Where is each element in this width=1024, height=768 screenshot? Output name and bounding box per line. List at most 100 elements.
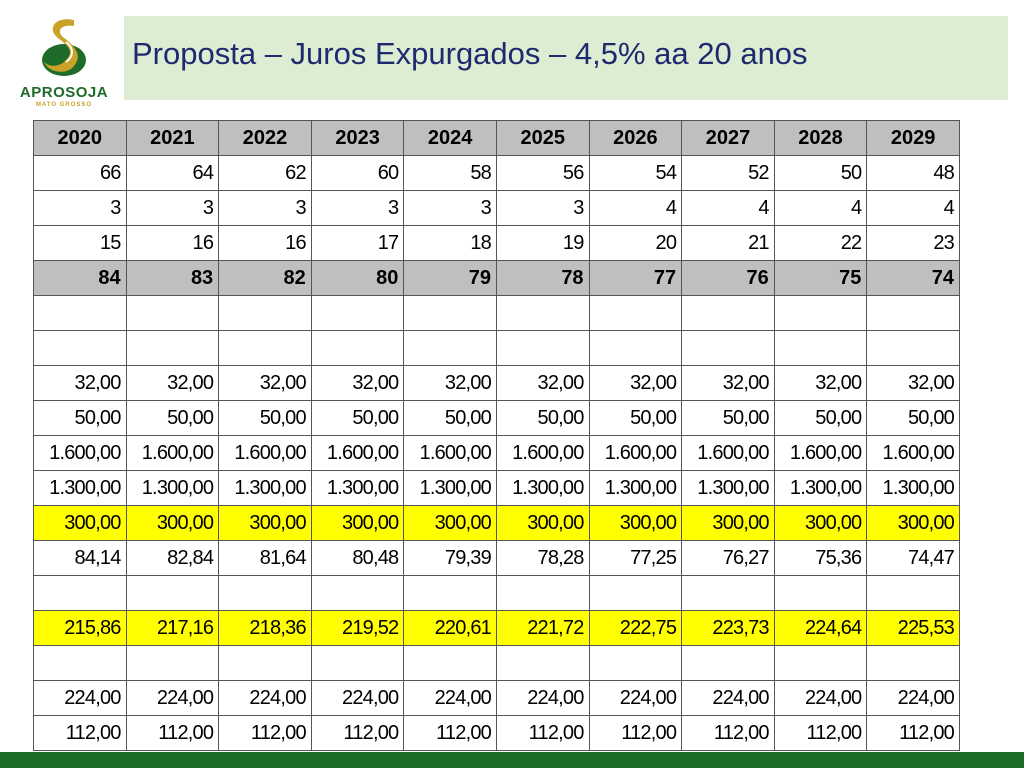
table-cell: 84 [33,260,127,296]
table-cell: 1.600,00 [125,435,220,471]
table-cell: 50,00 [403,400,497,436]
table-cell: 15 [33,225,127,261]
table-cell: 4 [773,190,868,226]
table-cell: 18 [403,225,497,261]
table-cell: 80 [310,260,405,296]
table-cell: 74,47 [866,540,960,576]
table-cell: 300,00 [588,505,683,541]
table-cell [125,575,220,611]
table-cell [495,330,590,366]
table-cell: 32,00 [866,365,960,401]
table-cell: 112,00 [403,715,497,751]
table-cell: 16 [218,225,312,261]
projection-table: 2020 2021 2022 2023 2024 2025 2026 2027 2028 2029… [33,120,960,751]
table-cell [495,645,590,681]
table-cell: 16 [125,225,220,261]
table-cell: 3 [310,190,405,226]
table-cell [218,575,312,611]
table-row: 224,00 224,00 224,00 224,00 224,00 224,00 224,… [33,680,960,716]
year-header: 2022 [218,120,312,156]
table-row: 1.600,00 1.600,00 1.600,00 1.600,00 1.600,00… [33,435,960,471]
table-cell: 1.600,00 [218,435,312,471]
table-cell: 224,00 [218,680,312,716]
table-cell [588,575,683,611]
table-cell: 82 [218,260,312,296]
table-cell: 81,64 [218,540,312,576]
table-cell: 3 [495,190,590,226]
table-cell: 215,86 [33,610,127,646]
table-cell: 75 [773,260,868,296]
table-cell: 76,27 [681,540,775,576]
table-cell: 112,00 [588,715,683,751]
table-cell: 50,00 [866,400,960,436]
logo-subtitle: MATO GROSSO [35,102,93,108]
table-cell: 224,00 [310,680,405,716]
table-cell: 112,00 [681,715,775,751]
table-cell [33,575,127,611]
table-cell [125,330,220,366]
table-cell: 50,00 [773,400,868,436]
table-cell: 224,00 [588,680,683,716]
table-cell: 1.600,00 [773,435,868,471]
table-cell: 223,73 [681,610,775,646]
table-cell: 32,00 [773,365,868,401]
table-cell [125,295,220,331]
table-header-row: 2020 2021 2022 2023 2024 2025 2026 2027 2028 2029 [33,120,960,156]
table-row: 300,00 300,00 300,00 300,00 300,00 300,00 300,… [33,505,960,541]
table-cell: 62 [218,155,312,191]
slide-title: Proposta – Juros Expurgados – 4,5% aa 20… [132,36,808,71]
table-cell [588,295,683,331]
table-row: 84 83 82 80 79 78 77 76 75 74 [33,260,960,296]
table-cell [495,295,590,331]
table-cell: 219,52 [310,610,405,646]
table-cell [403,575,497,611]
table-cell [681,295,775,331]
table-cell: 1.600,00 [588,435,683,471]
footer-bar [0,752,1024,768]
table-cell: 77 [588,260,683,296]
table-cell: 50,00 [310,400,405,436]
table-cell: 217,16 [125,610,220,646]
table-cell [495,575,590,611]
table-cell: 1.600,00 [403,435,497,471]
table-cell [33,330,127,366]
table-cell: 32,00 [33,365,127,401]
table-cell [866,295,960,331]
table-cell: 222,75 [588,610,683,646]
aprosoja-logo: APROSOJA MATO GROSSO [8,14,120,114]
table-cell: 112,00 [218,715,312,751]
table-cell: 83 [125,260,220,296]
table-cell [310,575,405,611]
table-cell: 32,00 [403,365,497,401]
table-row [33,330,960,366]
table-cell: 221,72 [495,610,590,646]
table-cell: 224,00 [125,680,220,716]
table-cell: 112,00 [125,715,220,751]
table-cell: 1.300,00 [681,470,775,506]
table-cell: 66 [33,155,127,191]
table-body: 66 64 62 60 58 56 54 52 50 48 3 3 3 3 3 3 4 4 4 4 15 16 16 17 18… [33,155,960,751]
table-cell: 32,00 [588,365,683,401]
table-cell [33,295,127,331]
year-header: 2020 [33,120,127,156]
year-header: 2026 [588,120,683,156]
table-cell: 50,00 [125,400,220,436]
table-cell: 300,00 [495,505,590,541]
table-row: 50,00 50,00 50,00 50,00 50,00 50,00 50,00 50,00… [33,400,960,436]
table-row: 84,14 82,84 81,64 80,48 79,39 78,28 77,25 76,27… [33,540,960,576]
table-cell: 32,00 [125,365,220,401]
table-cell [866,330,960,366]
table-cell: 300,00 [310,505,405,541]
table-cell: 300,00 [33,505,127,541]
table-cell: 58 [403,155,497,191]
table-cell [773,645,868,681]
table-cell: 50,00 [218,400,312,436]
table-cell: 21 [681,225,775,261]
table-cell: 300,00 [773,505,868,541]
table-cell: 50,00 [33,400,127,436]
table-cell [866,645,960,681]
year-header: 2028 [773,120,868,156]
table-cell: 17 [310,225,405,261]
table-cell: 50,00 [681,400,775,436]
table-cell: 78 [495,260,590,296]
